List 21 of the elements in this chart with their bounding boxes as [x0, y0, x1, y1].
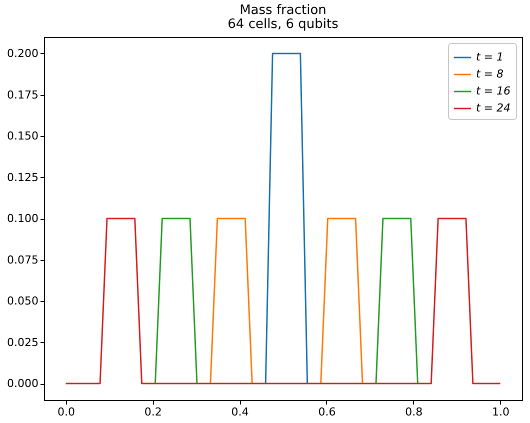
x-tick-label: 0.2 [144, 406, 162, 418]
x-tick-label: 0.0 [57, 406, 75, 418]
y-tick-label: 0.100 [7, 212, 38, 225]
y-tick-label: 0.200 [7, 47, 38, 60]
chart-title: Mass fraction [240, 3, 326, 18]
y-tick-label: 0.150 [7, 130, 38, 142]
x-tick-label: 0.4 [231, 406, 249, 418]
y-tick-label: 0.175 [7, 88, 38, 102]
x-tick-label: 0.6 [318, 406, 336, 418]
x-tick-label: 1.0 [492, 406, 510, 418]
y-tick-label: 0.000 [7, 377, 38, 390]
legend-label: t = 24 [476, 102, 511, 114]
y-tick-label: 0.075 [7, 253, 38, 266]
legend-label: t = 16 [476, 84, 511, 98]
x-tick-label: 0.8 [405, 406, 423, 418]
y-tick-label: 0.050 [7, 294, 38, 308]
legend-label: t = 1 [476, 50, 504, 64]
chart-subtitle: 64 cells, 6 qubits [228, 17, 339, 32]
y-tick-label: 0.025 [7, 336, 38, 349]
legend-label: t = 8 [476, 68, 504, 80]
y-tick-label: 0.125 [7, 170, 38, 184]
